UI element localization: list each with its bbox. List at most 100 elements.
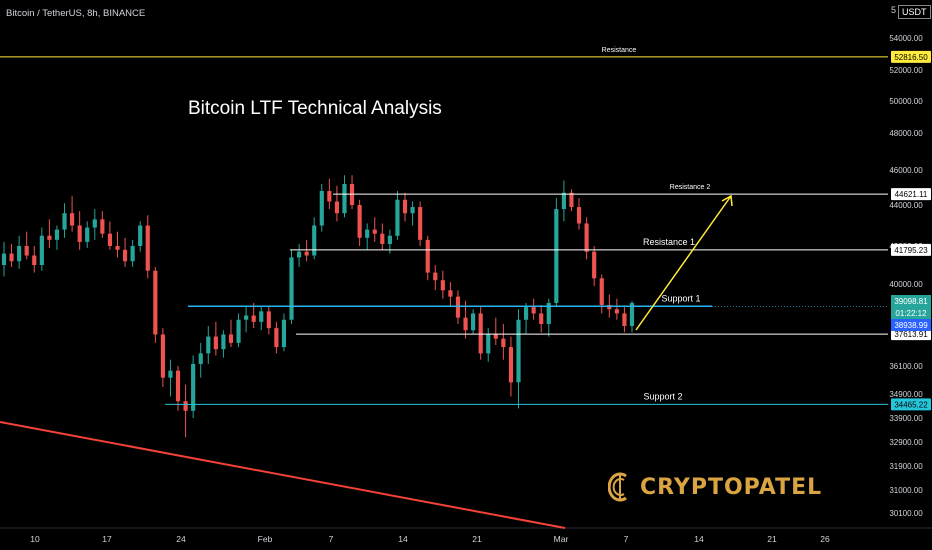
x-tick-label: 21 (767, 534, 777, 544)
candle-body (138, 225, 143, 246)
x-tick-label: Feb (258, 534, 273, 544)
candle-body (221, 334, 226, 350)
level-label: Resistance (602, 47, 637, 54)
candle-body (213, 336, 218, 350)
candle-body (410, 207, 415, 214)
y-tick-label: 54000.00 (889, 34, 923, 43)
x-tick-label: 21 (472, 534, 482, 544)
y-tick-label: 31900.00 (889, 462, 923, 471)
candle-body (100, 219, 105, 234)
candle-body (501, 338, 506, 348)
level-label: Resistance 1 (643, 237, 695, 247)
candle-body (191, 363, 196, 411)
candle-body (32, 255, 37, 265)
candle-body (380, 233, 385, 244)
candle-body (304, 251, 309, 256)
x-tick-label: 26 (820, 534, 830, 544)
candle-body (39, 235, 44, 265)
y-tick-label: 44000.00 (889, 201, 923, 210)
candle-body (395, 199, 400, 236)
candle-body (433, 272, 438, 281)
price-tag-resistance-2-bg (891, 188, 931, 201)
candle-body (622, 313, 627, 327)
candle-body (244, 315, 249, 320)
candle-body (312, 225, 317, 256)
candle-body (357, 205, 362, 238)
candle-body (471, 313, 476, 331)
candle-body (183, 401, 188, 411)
candle-body (516, 319, 521, 383)
x-tick-label: 10 (30, 534, 40, 544)
y-tick-label: 36100.00 (889, 362, 923, 371)
brand-name: CRYPTOPATEL (640, 474, 823, 500)
candle-body (266, 311, 271, 329)
last-price-bg (891, 295, 931, 319)
x-tick-label: 14 (694, 534, 704, 544)
candle-body (561, 192, 566, 210)
candle-body (206, 336, 211, 354)
price-axis (888, 0, 932, 550)
price-tag-support-base-bg (891, 328, 931, 341)
price-tag-resistance: 52816.50 (894, 53, 928, 62)
candle-body (92, 219, 97, 228)
y-tick-label: 48000.00 (889, 129, 923, 138)
price-tag-support-2-bg (891, 398, 931, 411)
candle-body (508, 347, 514, 383)
price-tag-support-2: 34465.22 (894, 400, 928, 409)
y-tick-label: 30100.00 (889, 509, 923, 518)
candle-body (402, 199, 408, 214)
level-label: Support 2 (643, 391, 682, 401)
candle-body (47, 235, 52, 240)
x-tick-label: 7 (624, 534, 629, 544)
x-tick-label: 17 (102, 534, 112, 544)
candle-body (523, 307, 529, 320)
candle-body (228, 334, 234, 343)
candle-body (592, 251, 597, 279)
candle-body (327, 191, 332, 202)
y-tick-label: 32900.00 (889, 438, 923, 447)
candle-body (274, 328, 279, 348)
level-label: Support 1 (661, 293, 700, 303)
price-tag-resistance-1: 41795.23 (894, 246, 928, 255)
candle-body (614, 309, 619, 314)
candle-body (115, 246, 120, 250)
candle-body (629, 302, 635, 327)
candle-body (599, 278, 604, 306)
y-tick-label: 46000.00 (889, 166, 923, 175)
currency-button[interactable]: USDT (898, 5, 931, 19)
candle-body (168, 370, 173, 378)
x-tick-label: 24 (176, 534, 186, 544)
y-tick-label: 34900.00 (889, 390, 923, 399)
candle-body (418, 207, 423, 240)
candle-body (576, 207, 582, 224)
symbol-title: Bitcoin / TetherUS, 8h, BINANCE (6, 8, 146, 19)
candle-body (569, 192, 574, 208)
x-tick-label: 14 (398, 534, 408, 544)
candle-body (281, 319, 287, 348)
y-tick-label: 52000.00 (889, 66, 923, 75)
candle-body (539, 313, 544, 324)
candle-body (9, 253, 14, 262)
candle-body (160, 334, 165, 378)
candle-body (236, 319, 241, 343)
candle-body (584, 223, 589, 252)
candle-body (62, 213, 67, 230)
candle-body (463, 317, 468, 331)
price-tag-resistance-bg (891, 50, 931, 63)
support-1-tag-bg (891, 319, 931, 331)
candle-body (372, 229, 377, 234)
candle-body (85, 227, 90, 242)
candle-body (546, 302, 551, 324)
x-tick-label: Mar (554, 534, 569, 544)
candle-body (145, 225, 150, 271)
y-tick-label: 33900.00 (889, 414, 923, 423)
candle-body (77, 225, 82, 242)
candle-body (342, 184, 347, 214)
coin-icon (608, 472, 627, 502)
arrowhead (721, 194, 733, 207)
level-label: Resistance 2 (670, 184, 711, 191)
candle-body (153, 270, 158, 335)
scale-indicator: 5 (891, 5, 897, 15)
chart-headline: Bitcoin LTF Technical Analysis (188, 98, 442, 119)
